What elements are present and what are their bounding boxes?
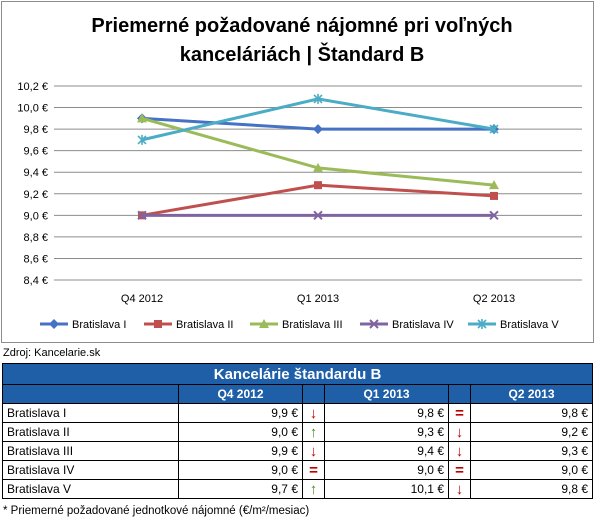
trend-arrow-q2-icon: ↓ [448,441,471,461]
chart-title-line2: kancelári­ách | Štandard B [179,44,425,66]
data-point [313,210,323,221]
row-name: Bratislava II [2,422,179,442]
row-name: Bratislava IV [2,460,179,480]
data-point [137,134,147,145]
y-tick-label: 8,6 € [24,253,48,265]
data-point [313,162,323,172]
y-tick-label: 9,0 € [24,210,48,222]
trend-arrow-q1-icon: ↑ [302,479,325,499]
row-name: Bratislava III [2,441,179,461]
value-q4-2012: 9,9 € [178,441,303,461]
value-q4-2012: 9,0 € [178,460,303,480]
legend-marker [477,319,487,329]
legend-label: Bratislava I [72,319,126,331]
legend-label: Bratislava III [282,319,343,331]
row-name: Bratislava I [2,403,179,423]
data-point [313,93,323,104]
value-q1-2013: 9,8 € [324,403,449,423]
table-header-q4-2012: Q4 2012 [178,384,303,404]
legend-marker [49,319,59,329]
trend-arrow-q2-icon: = [448,460,471,480]
trend-arrow-q2-icon: ↓ [448,422,471,442]
legend-marker [154,320,162,328]
y-tick-label: 8,4 € [24,275,48,287]
value-q2-2013: 9,3 € [469,441,594,461]
legend-label: Bratislava II [176,319,233,331]
value-q1-2013: 10,1 € [324,479,449,499]
trend-arrow-q1-icon: ↓ [302,403,325,423]
trend-arrow-q1-icon: = [302,460,325,480]
table-row: Bratislava V 9,7 € ↑ 10,1 € ↓ 9,8 € [2,479,594,499]
table-header-arrow-1 [302,384,325,404]
data-point [137,113,147,123]
series-line-2 [141,183,495,217]
row-name: Bratislava V [2,479,179,499]
table-title: Kancelárie štandardu B [1,363,594,385]
value-q4-2012: 9,0 € [178,422,303,442]
legend-marker [369,319,379,329]
table-row: Bratislava IV 9,0 € = 9,0 € = 9,0 € [2,460,594,480]
y-tick-label: 8,8 € [24,232,48,244]
value-q1-2013: 9,4 € [324,441,449,461]
trend-arrow-q1-icon: ↑ [302,422,325,442]
table-row: Bratislava I 9,9 € ↓ 9,8 € = 9,8 € [2,403,594,423]
value-q4-2012: 9,9 € [178,403,303,423]
value-q2-2013: 9,0 € [469,460,594,480]
y-tick-label: 9,4 € [24,167,48,179]
trend-arrow-q2-icon: = [448,403,471,423]
table-header-q1-2013: Q1 2013 [324,384,449,404]
value-q1-2013: 9,3 € [324,422,449,442]
legend-label: Bratislava IV [392,319,454,331]
y-tick-label: 10,2 € [17,81,48,93]
data-point [489,180,499,190]
value-q1-2013: 9,0 € [324,460,449,480]
trend-arrow-q1-icon: ↓ [302,441,325,461]
data-point [490,191,498,200]
legend-label: Bratislava V [500,319,559,331]
y-tick-label: 9,8 € [24,124,48,136]
legend-marker [259,319,269,328]
x-tick-label: Q1 2013 [297,293,339,305]
chart-container: Priemerné požadované nájomné pri voľných… [1,1,594,343]
data-point [137,210,147,221]
data-point [314,181,322,190]
x-tick-label: Q2 2013 [473,293,515,305]
table-header-arrow-2 [448,384,471,404]
chart-title-line1: Priemerné požadované nájomné pri voľných [91,15,513,37]
value-q2-2013: 9,8 € [469,479,594,499]
value-q2-2013: 9,8 € [469,403,594,423]
rent-table: Kancelárie štandardu B Q4 2012 Q1 2013 Q… [1,363,594,499]
value-q4-2012: 9,7 € [178,479,303,499]
table-row: Bratislava III 9,9 € ↓ 9,4 € ↓ 9,3 € [2,441,594,461]
table-row: Bratislava II 9,0 € ↑ 9,3 € ↓ 9,2 € [2,422,594,442]
footnote: * Priemerné požadované jednotkové nájomn… [3,505,310,517]
x-tick-label: Q4 2012 [121,293,163,305]
line-chart: 8,4 € 8,6 € 8,8 € 9,0 € 9,2 € 9,4 € 9,6 € 9,8 €… [17,81,582,331]
value-q2-2013: 9,2 € [469,422,594,442]
chart-title: Priemerné požadované nájomné pri voľných… [42,12,562,70]
source-note: Zdroj: Kancelarie.sk [3,347,101,359]
table-header-q2-2013: Q2 2013 [469,384,594,404]
y-tick-label: 9,2 € [24,189,48,201]
data-point [489,124,499,135]
table-body: Bratislava I 9,9 € ↓ 9,8 € = 9,8 € Bratislava … [2,403,594,499]
data-point [489,210,499,221]
data-point [313,124,323,135]
y-tick-label: 9,6 € [24,146,48,158]
table-header-empty [2,384,179,404]
y-tick-label: 10,0 € [17,103,48,115]
trend-arrow-q2-icon: ↓ [448,479,471,499]
